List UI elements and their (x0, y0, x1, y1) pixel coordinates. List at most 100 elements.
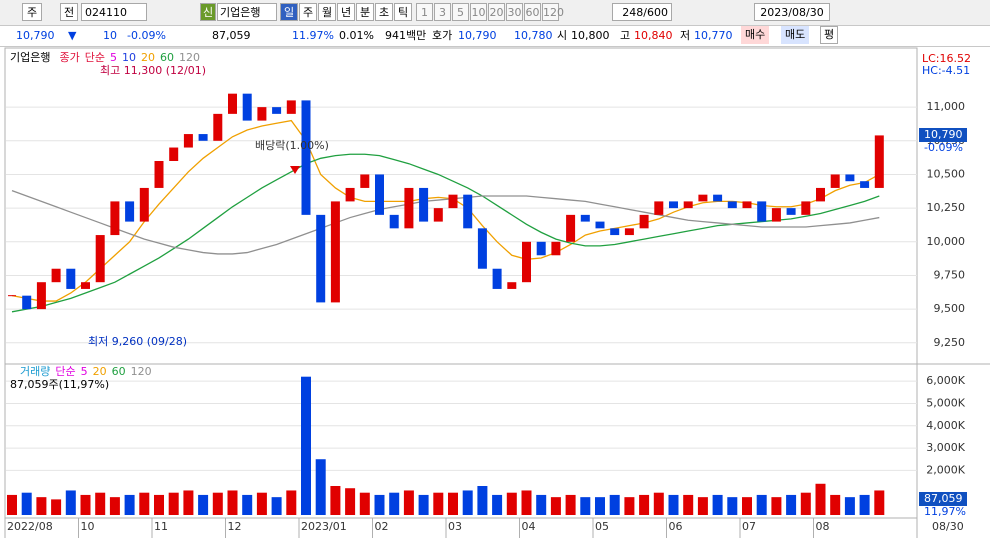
market[interactable]: 주 (22, 3, 42, 21)
y-tick-label: 4,000K (926, 419, 965, 432)
volume-bar (389, 492, 400, 515)
buy-button[interactable]: 매수 (741, 26, 770, 44)
candle (566, 214, 576, 242)
volume-bar (418, 494, 429, 515)
last-volume: 87,059 (924, 492, 963, 505)
count[interactable]: 248/600 (612, 3, 672, 21)
period-button[interactable]: 틱 (394, 3, 412, 21)
date[interactable]: 2023/08/30 (754, 3, 830, 21)
y-tick-label: 9,250 (934, 336, 966, 349)
candle (463, 194, 473, 229)
y-tick-label: 3,000K (926, 441, 965, 454)
chart: 9,2509,5009,75010,00010,25010,50010,7501… (4, 47, 990, 538)
x-tick-label: 05 (595, 520, 609, 533)
candle (330, 201, 340, 303)
legend-entry: 20 (141, 51, 155, 64)
period-button[interactable]: 월 (318, 3, 336, 21)
price: 10,790 (16, 29, 55, 42)
volume-bar (21, 492, 32, 515)
candle (81, 282, 90, 289)
volume-bar (36, 497, 47, 515)
candle (419, 187, 429, 222)
interval-button[interactable]: 120 (542, 3, 564, 21)
candle (95, 235, 105, 283)
candle (522, 241, 531, 283)
plot-frame (4, 47, 918, 519)
candle (595, 221, 605, 229)
volume-bar (359, 492, 370, 515)
legend-entry: 5 (110, 51, 117, 64)
candle (713, 194, 723, 202)
interval-button[interactable]: 30 (506, 3, 523, 21)
x-tick-label: 08 (816, 520, 830, 533)
credit[interactable]: 신 (200, 3, 216, 21)
interval-button[interactable]: 3 (434, 3, 451, 21)
volume-bar (609, 494, 620, 515)
high-label: 고 (620, 29, 631, 42)
volume-bar (271, 497, 282, 515)
open: 10,800 (571, 29, 610, 42)
period-button[interactable]: 분 (356, 3, 374, 21)
x-tick-label: 2022/08 (7, 520, 53, 533)
avg-button[interactable]: 평 (820, 26, 839, 44)
candle (742, 201, 752, 209)
candle (816, 187, 825, 202)
quote-bar: 10,790 ▼ 10 -0.09% 87,059 11.97% 0.01% 9… (0, 26, 990, 47)
volume-bar (433, 492, 444, 515)
last-volume-rate: 11,97% (924, 505, 966, 518)
low-note: 최저 9,260 (09/28) (88, 335, 187, 348)
volume-bar (139, 492, 150, 515)
interval-button[interactable]: 20 (488, 3, 505, 21)
candle (183, 134, 193, 148)
volume-bar (536, 494, 547, 515)
stock-name[interactable]: 기업은행 (217, 3, 277, 21)
volume-bar (521, 490, 532, 515)
legend-method: 단순 (55, 365, 75, 378)
candle (213, 113, 223, 141)
interval-button[interactable]: 60 (524, 3, 541, 21)
change: 10 (103, 29, 117, 42)
legend-entry: 120 (131, 365, 152, 378)
interval-button[interactable]: 1 (416, 3, 433, 21)
period-button[interactable]: 주 (299, 3, 317, 21)
sell-button[interactable]: 매도 (781, 26, 810, 44)
legend-entry: 120 (179, 51, 200, 64)
volume-bar (95, 492, 106, 515)
period-button[interactable]: 초 (375, 3, 393, 21)
volume-bar (786, 494, 797, 515)
candle (580, 214, 590, 222)
x-tick-label: 12 (228, 520, 242, 533)
y-tick-label: 2,000K (926, 463, 965, 476)
volume-bar (65, 490, 76, 515)
candle (228, 93, 237, 114)
candle (448, 194, 458, 209)
period-button[interactable]: 년 (337, 3, 355, 21)
x-tick-label: 03 (448, 520, 462, 533)
end-label: 08/30 (932, 520, 964, 533)
candle (345, 187, 355, 202)
candle (272, 107, 282, 114)
volume-bar (374, 494, 385, 515)
interval-button[interactable]: 5 (452, 3, 469, 21)
x-tick-label: 04 (522, 520, 536, 533)
x-tick-label: 02 (375, 520, 389, 533)
volume-bar (7, 494, 17, 515)
candle (654, 201, 664, 215)
ask-label: 호가 (432, 29, 453, 42)
candle (316, 214, 326, 303)
volume-bar (830, 494, 841, 515)
candle (683, 201, 693, 209)
volume-bar (683, 494, 694, 515)
candle (845, 174, 855, 182)
interval-button[interactable]: 10 (470, 3, 487, 21)
x-tick-label: 2023/01 (301, 520, 347, 533)
legend-entry: 10 (122, 51, 136, 64)
type[interactable]: 전 (60, 3, 78, 21)
code-input[interactable]: 024110 (81, 3, 147, 21)
volume-bar (580, 497, 591, 515)
volume-bar (80, 494, 91, 515)
period-button[interactable]: 일 (280, 3, 298, 21)
candle (66, 268, 76, 289)
candle (36, 282, 46, 310)
